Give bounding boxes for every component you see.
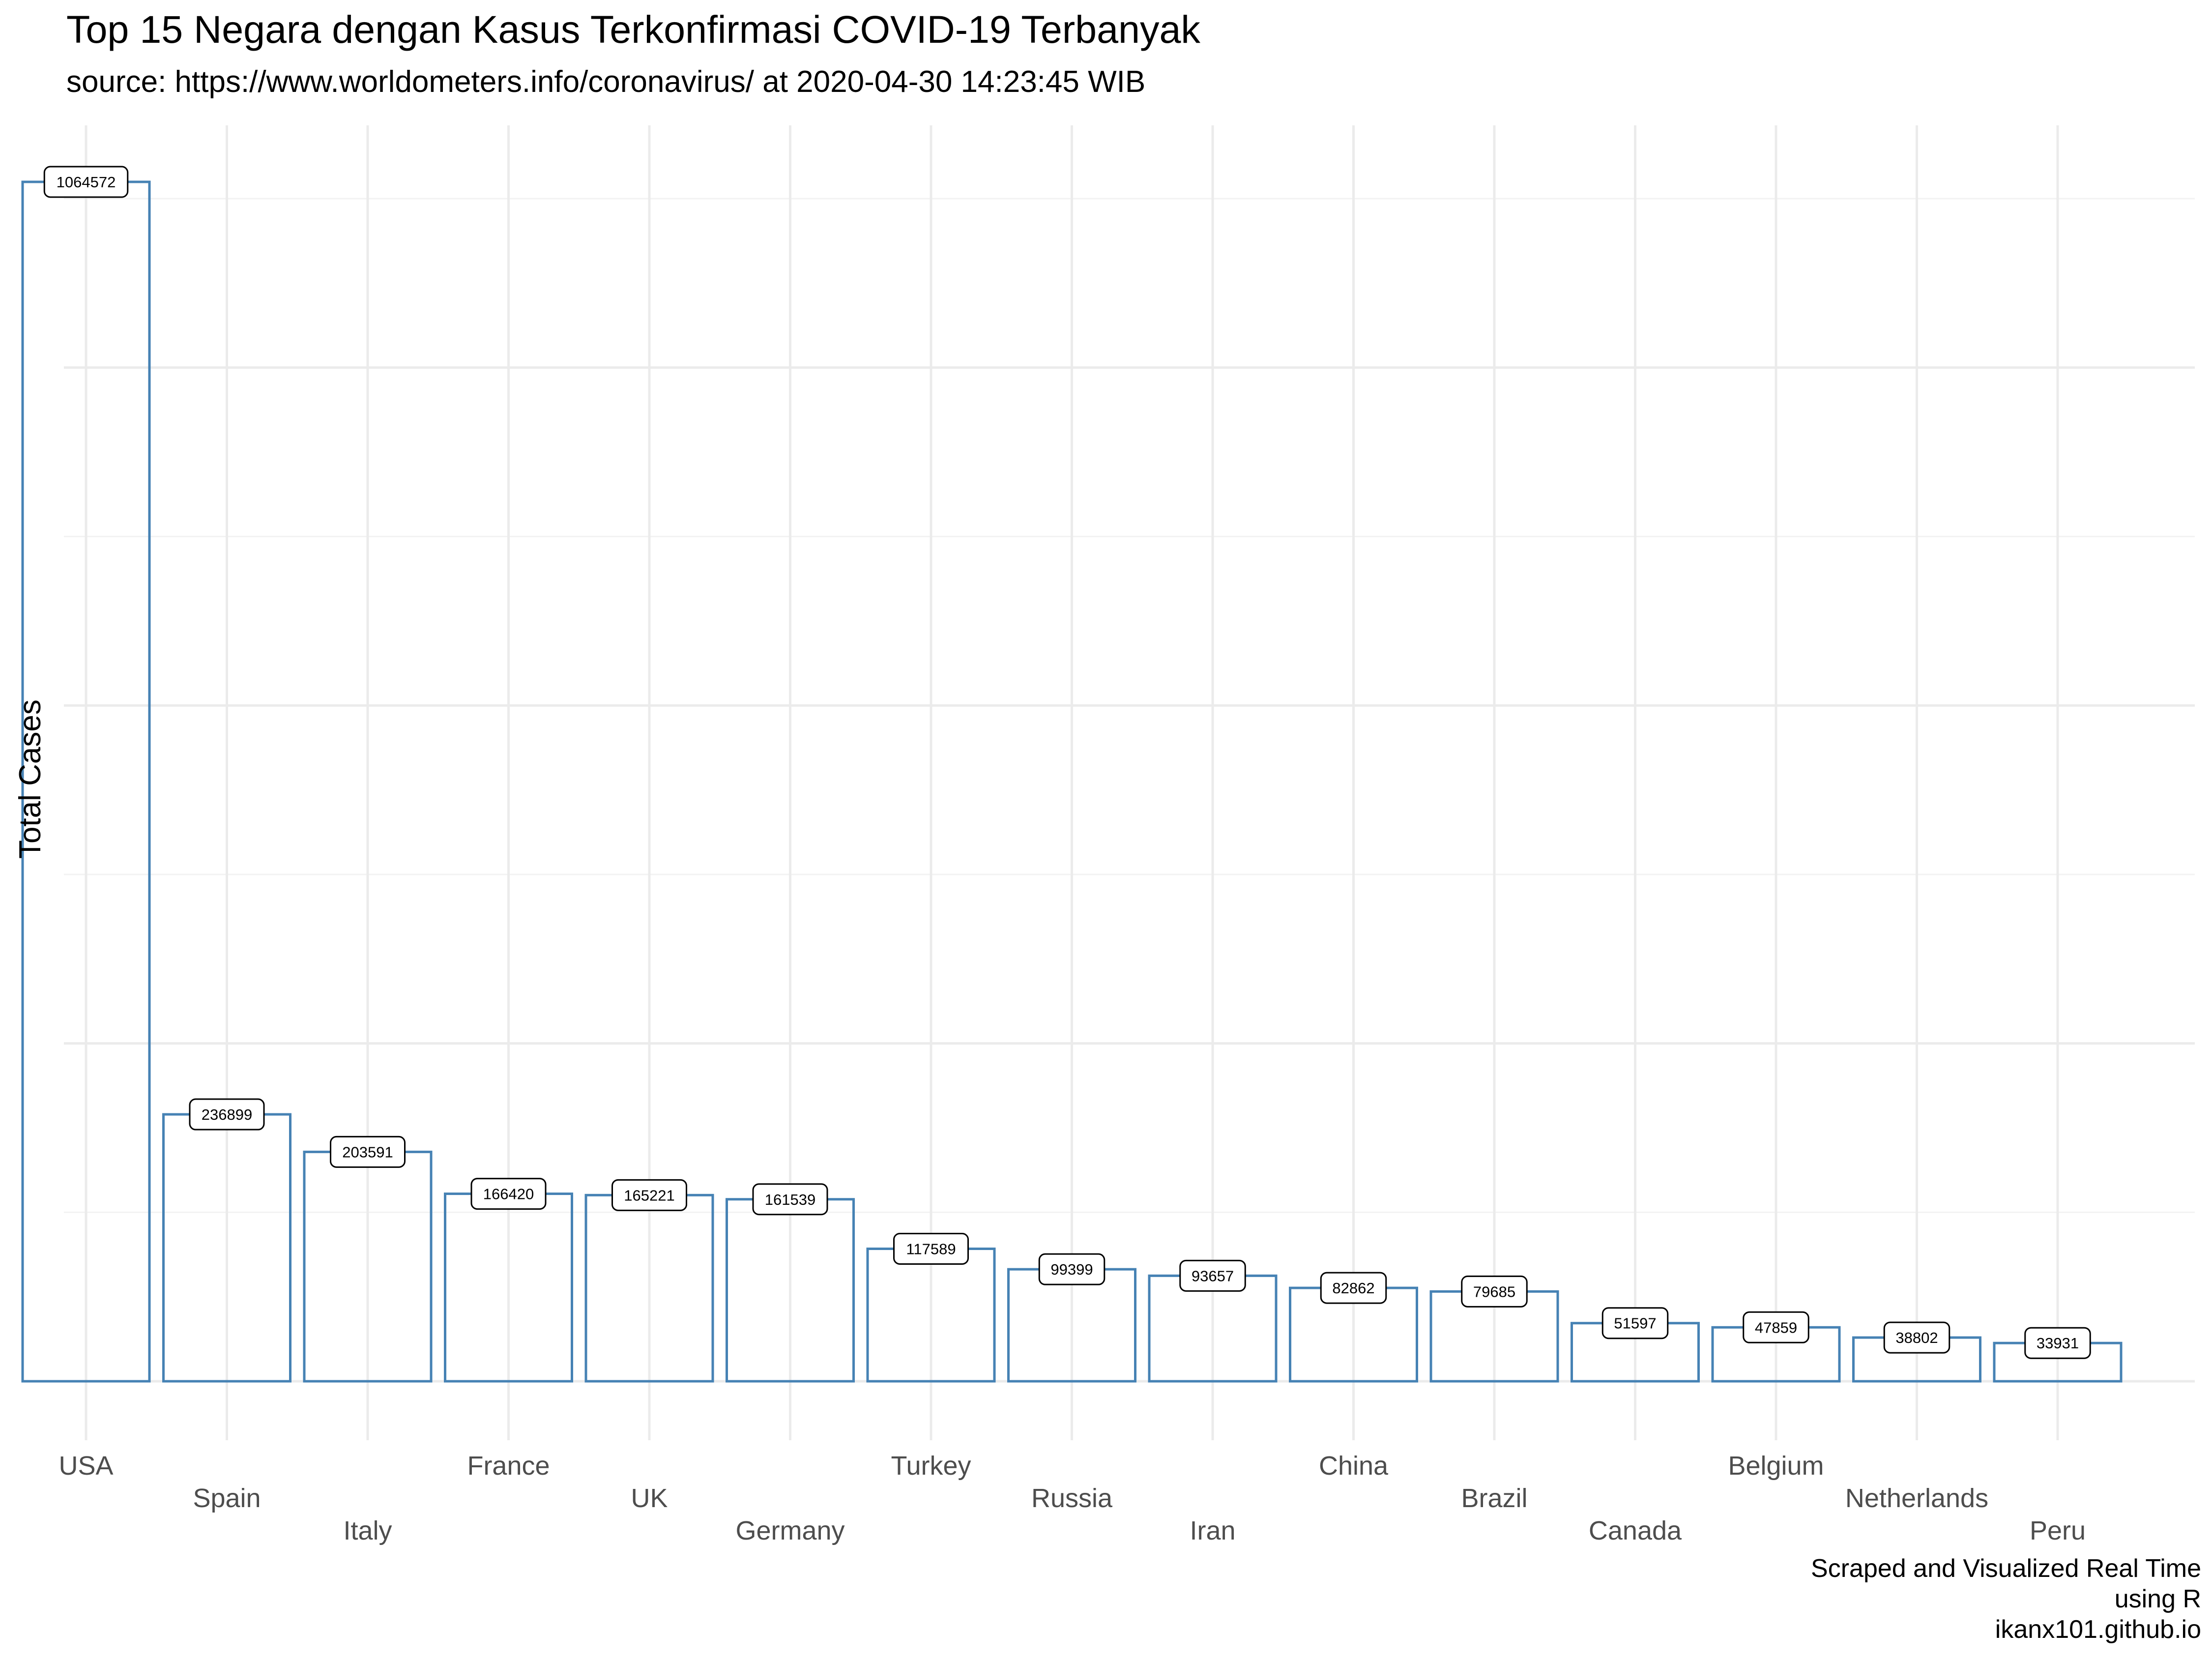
- data-label-usa: 1064572: [43, 166, 129, 198]
- data-label-box: [1601, 1307, 1669, 1339]
- data-label-china: 82862: [1320, 1272, 1387, 1304]
- data-label-belgium: 47859: [1743, 1311, 1809, 1343]
- data-label-box: [43, 166, 129, 198]
- data-label-box: [1461, 1275, 1528, 1308]
- data-label-value: 79685: [1473, 1283, 1515, 1300]
- data-label-value: 47859: [1755, 1319, 1797, 1336]
- data-label-turkey: 117589: [893, 1232, 969, 1265]
- data-label-value: 38802: [1895, 1329, 1938, 1346]
- data-label-box: [330, 1135, 406, 1168]
- data-label-iran: 93657: [1179, 1259, 1246, 1292]
- data-label-peru: 33931: [2024, 1327, 2091, 1359]
- data-label-value: 1064572: [57, 174, 116, 191]
- data-label-spain: 236899: [189, 1098, 265, 1131]
- x-tick-label-germany: Germany: [735, 1516, 844, 1545]
- data-label-value: 161539: [765, 1191, 815, 1208]
- x-tick-label-france: France: [467, 1451, 550, 1481]
- x-axis-tick-labels: USA Spain Italy France UK Germany Turkey Russia…: [58, 1451, 2086, 1545]
- data-label-box: [1743, 1311, 1809, 1343]
- data-label-box: [1038, 1253, 1106, 1285]
- data-labels: 1064572 236899 203591 166420 165221 161539 117…: [43, 166, 2091, 1359]
- x-tick-label-italy: Italy: [343, 1516, 392, 1545]
- x-tick-label-peru: Peru: [2030, 1516, 2086, 1545]
- data-label-box: [752, 1183, 828, 1216]
- data-label-value: 166420: [483, 1186, 534, 1203]
- x-tick-label-belgium: Belgium: [1728, 1451, 1824, 1481]
- caption-line-3: ikanx101.github.io: [1995, 1615, 2201, 1644]
- x-tick-label-turkey: Turkey: [891, 1451, 971, 1481]
- data-label-box: [611, 1179, 687, 1211]
- x-tick-label-iran: Iran: [1190, 1516, 1235, 1545]
- data-label-box: [1179, 1259, 1246, 1292]
- data-label-value: 117589: [906, 1240, 956, 1257]
- data-label-value: 203591: [342, 1143, 393, 1161]
- data-label-value: 82862: [1332, 1280, 1374, 1297]
- data-label-box: [1320, 1272, 1387, 1304]
- data-label-box: [470, 1178, 547, 1210]
- data-label-box: [1883, 1321, 1950, 1354]
- y-axis-title: Total Cases: [13, 699, 47, 859]
- data-label-box: [2024, 1327, 2091, 1359]
- chart-title: Top 15 Negara dengan Kasus Terkonfirmasi…: [66, 7, 1200, 51]
- chart-subtitle: source: https://www.worldometers.info/co…: [66, 65, 1146, 99]
- data-label-value: 236899: [202, 1106, 252, 1123]
- x-tick-label-spain: Spain: [193, 1484, 261, 1513]
- data-label-russia: 99399: [1038, 1253, 1106, 1285]
- data-label-france: 166420: [470, 1178, 547, 1210]
- x-tick-label-china: China: [1319, 1451, 1389, 1481]
- grid-lines: [64, 125, 2195, 1440]
- data-label-box: [189, 1098, 265, 1131]
- caption-line-2: using R: [2114, 1585, 2201, 1613]
- x-tick-label-russia: Russia: [1031, 1484, 1113, 1513]
- data-label-value: 99399: [1050, 1261, 1093, 1278]
- caption-line-1: Scraped and Visualized Real Time: [1811, 1554, 2201, 1583]
- x-tick-label-netherlands: Netherlands: [1845, 1484, 1988, 1513]
- data-label-netherlands: 38802: [1883, 1321, 1950, 1354]
- x-tick-label-uk: UK: [631, 1484, 668, 1513]
- data-label-germany: 161539: [752, 1183, 828, 1216]
- data-label-value: 93657: [1192, 1267, 1234, 1284]
- data-label-value: 165221: [624, 1187, 674, 1204]
- data-label-italy: 203591: [330, 1135, 406, 1168]
- data-label-canada: 51597: [1601, 1307, 1669, 1339]
- data-label-box: [893, 1232, 969, 1265]
- chart-caption: Scraped and Visualized Real Time using R…: [1811, 1553, 2201, 1645]
- x-tick-label-canada: Canada: [1589, 1516, 1682, 1545]
- data-label-value: 51597: [1614, 1315, 1656, 1332]
- data-label-value: 33931: [2037, 1335, 2079, 1352]
- data-label-brazil: 79685: [1461, 1275, 1528, 1308]
- x-tick-label-usa: USA: [58, 1451, 113, 1481]
- data-label-uk: 165221: [611, 1179, 687, 1211]
- x-tick-label-brazil: Brazil: [1461, 1484, 1527, 1513]
